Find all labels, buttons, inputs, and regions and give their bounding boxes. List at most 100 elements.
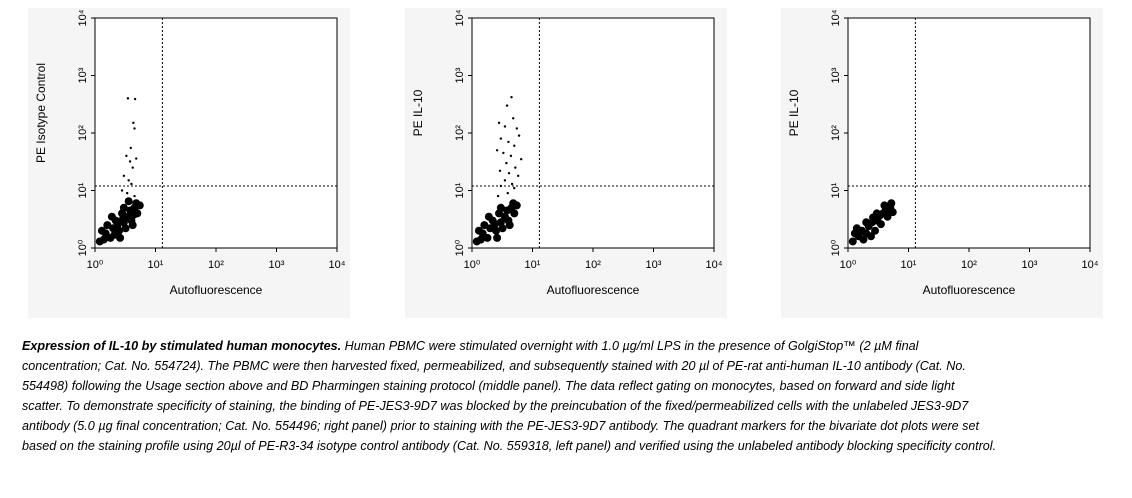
x-tick-label: 10⁰ [87, 259, 104, 271]
dot [498, 224, 507, 233]
dot [509, 154, 513, 158]
dot [480, 221, 489, 230]
dot [99, 235, 108, 244]
dot [517, 134, 521, 137]
x-tick-label: 10⁴ [1082, 259, 1099, 271]
dot [502, 151, 505, 155]
y-tick-label: 10² [830, 125, 842, 141]
dot [505, 161, 508, 165]
x-tick-label: 10² [208, 259, 224, 271]
y-tick-label: 10⁰ [830, 239, 842, 256]
dot [859, 235, 868, 244]
dot [871, 226, 880, 235]
dot [121, 224, 130, 233]
dot [133, 97, 137, 101]
dot [132, 121, 135, 125]
dot [128, 221, 137, 230]
dot [107, 212, 116, 221]
y-tick-label: 10² [77, 125, 89, 141]
dot [510, 209, 519, 218]
y-axis-title: PE IL-10 [411, 89, 425, 136]
y-tick-label: 10¹ [77, 182, 89, 198]
dot [135, 157, 138, 160]
dot [127, 179, 130, 182]
dot [491, 220, 500, 229]
caption: Expression of IL-10 by stimulated human … [22, 336, 997, 456]
x-tick-label: 10³ [1022, 259, 1038, 271]
x-tick-label: 10³ [646, 259, 662, 271]
x-tick-label: 10³ [269, 259, 285, 271]
dot [505, 104, 509, 107]
y-tick-label: 10³ [454, 67, 466, 83]
dot [496, 194, 500, 198]
x-tick-label: 10² [585, 259, 601, 271]
dot [496, 203, 505, 212]
dot [124, 197, 133, 206]
y-tick-label: 10⁰ [77, 239, 89, 256]
dot [126, 97, 130, 100]
dot [474, 226, 483, 235]
dot [507, 171, 511, 175]
x-axis-title: Autofluorescence [170, 283, 263, 297]
y-tick-label: 10² [454, 125, 466, 141]
dot [514, 166, 517, 169]
x-tick-label: 10⁰ [464, 259, 481, 271]
x-tick-label: 10² [961, 259, 977, 271]
dot [110, 230, 119, 239]
dot [493, 233, 502, 242]
y-tick-label: 10³ [77, 67, 89, 83]
y-tick-label: 10⁴ [454, 9, 466, 26]
dot [120, 189, 124, 192]
dot [125, 154, 128, 158]
dot [122, 174, 126, 178]
y-tick-label: 10⁴ [830, 9, 842, 26]
dot [512, 201, 521, 210]
figure: 10⁰ 10¹ 10² 10³ 10⁴ 10⁰ 10¹ 10² 10³ 10⁴ Autofluore… [34, 9, 1099, 298]
dot [510, 95, 513, 99]
dot [125, 191, 129, 195]
dot [97, 226, 106, 235]
dot [492, 226, 501, 235]
dot [503, 179, 507, 182]
dot [510, 182, 514, 186]
dot [499, 184, 503, 188]
dot [506, 191, 509, 195]
dot [498, 169, 502, 173]
dot [876, 220, 885, 229]
dot [888, 208, 897, 217]
dot [516, 174, 520, 178]
dot [103, 221, 112, 230]
dot [129, 210, 138, 219]
caption-title: Expression of IL-10 by stimulated human … [22, 339, 342, 353]
dot [507, 140, 510, 144]
dot [133, 127, 136, 130]
dot [512, 117, 515, 120]
dot [505, 221, 514, 230]
dot [513, 186, 516, 190]
y-tick-label: 10⁰ [454, 239, 466, 256]
y-tick-label: 10¹ [454, 182, 466, 198]
dot [850, 229, 859, 238]
dot [128, 160, 132, 163]
dot [118, 214, 127, 223]
dot [135, 201, 144, 210]
dot [519, 158, 523, 161]
dot [883, 212, 892, 221]
dot [862, 218, 871, 227]
dot [476, 235, 485, 244]
dot [114, 220, 123, 229]
x-tick-label: 10¹ [148, 259, 164, 271]
x-tick-label: 10⁴ [706, 259, 723, 271]
x-tick-label: 10¹ [901, 259, 917, 271]
y-tick-label: 10³ [830, 67, 842, 83]
dot [119, 203, 128, 212]
dot [867, 232, 876, 241]
x-axis-title: Autofluorescence [547, 283, 640, 297]
dot [499, 137, 503, 140]
dot [483, 233, 492, 242]
dot [880, 201, 889, 210]
x-tick-label: 10¹ [525, 259, 541, 271]
x-axis-title: Autofluorescence [923, 283, 1016, 297]
dot [130, 182, 133, 186]
x-tick-label: 10⁴ [329, 259, 346, 271]
